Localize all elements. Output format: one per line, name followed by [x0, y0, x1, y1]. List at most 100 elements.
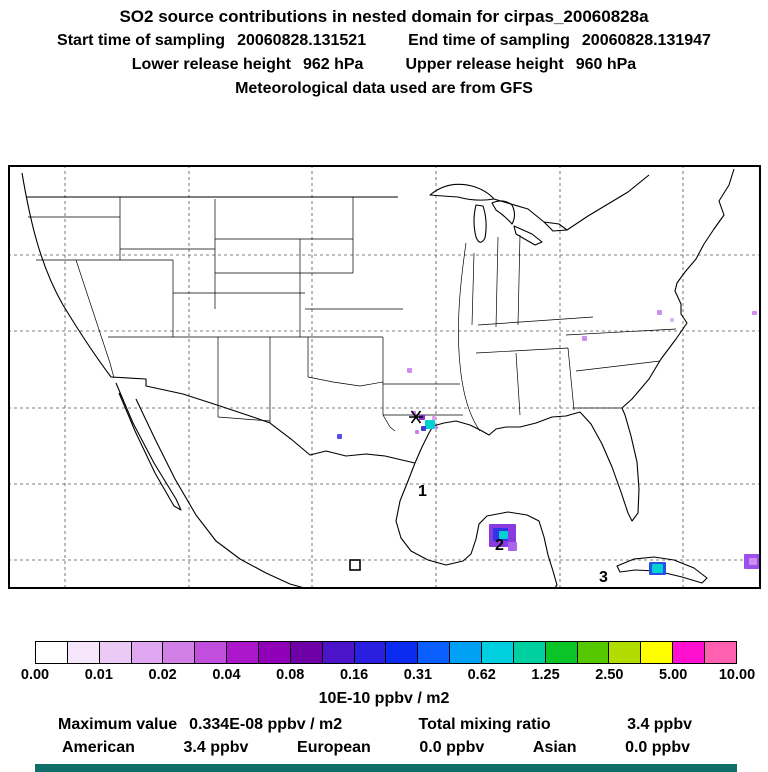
region-name: Asian [532, 739, 577, 756]
concentration-patch [499, 531, 508, 539]
region-name: American [62, 739, 135, 756]
pacific-coastline [21, 172, 112, 378]
canada-border-line [26, 174, 650, 231]
region-value: 3.4 ppbv [183, 739, 249, 756]
total-mixing-ratio-label: Total mixing ratio [418, 716, 551, 733]
map-border-frame [8, 165, 761, 589]
longitude-gridlines [64, 165, 684, 589]
lake-ontario [543, 221, 568, 232]
gulf-coastline [414, 411, 581, 464]
region-value: 0.0 ppbv [625, 739, 690, 756]
concentration-patch [337, 434, 342, 439]
concentration-patch [508, 542, 517, 551]
colorbar-cell [385, 642, 418, 663]
mississippi-river [458, 242, 481, 432]
lake-superior [429, 183, 495, 201]
map-panel: 1 2 3 [8, 165, 761, 589]
baja-california-coast [115, 382, 182, 511]
colorbar-tick-label: 0.00 [20, 667, 50, 683]
figure-header: SO2 source contributions in nested domai… [0, 0, 768, 101]
concentration-patch [670, 318, 674, 322]
colorbar-cell [576, 642, 609, 663]
colorbar-cell [449, 642, 482, 663]
cuba-outline [616, 556, 708, 584]
end-time-label: End time of sampling [408, 32, 570, 49]
colorbar-tick-label: 1.25 [531, 667, 560, 683]
colorbar-cell [321, 642, 354, 663]
lake-erie [513, 225, 543, 246]
atlantic-coastline [621, 168, 735, 409]
colorbar-tick-label: 0.16 [339, 667, 369, 683]
colorbar-tick-label: 0.01 [84, 667, 113, 683]
lake-huron [491, 200, 516, 225]
colorbar-cell [672, 642, 705, 663]
upper-release-label: Upper release height [405, 56, 564, 73]
concentration-patch [752, 311, 757, 315]
concentration-patch [657, 310, 662, 315]
mexico-gulf-yucatan-coast [395, 462, 558, 589]
meteorology-line: Meteorological data used are from GFS [235, 80, 533, 97]
state-borders [28, 197, 677, 432]
colorbar-cell [544, 642, 577, 663]
maximum-value: 0.334E-08 ppbv / m2 [189, 716, 343, 733]
lower-release-label: Lower release height [131, 56, 291, 73]
concentration-patch [749, 558, 757, 565]
sampling-times-line: Start time of sampling 20060828.131521 End… [0, 29, 768, 53]
end-time-value: 20060828.131947 [581, 32, 711, 49]
colorbar-tick-label: 0.08 [276, 667, 305, 683]
rio-grande-border [269, 422, 416, 464]
concentration-patch [421, 426, 426, 431]
colorbar [35, 641, 737, 664]
lake-michigan [473, 204, 487, 243]
concentration-patch [582, 336, 587, 341]
colorbar-tick-label: 2.50 [595, 667, 624, 683]
us-mexico-border [110, 376, 271, 424]
colorbar-tick-label: 0.62 [467, 667, 496, 683]
colorbar-cell [258, 642, 290, 663]
colorbar-tick-label: 5.00 [659, 667, 688, 683]
colorbar-cell [98, 642, 131, 663]
concentration-patch [432, 416, 436, 420]
region-name: European [297, 739, 371, 756]
lower-release-value: 962 hPa [302, 56, 364, 73]
colorbar-cell [289, 642, 322, 663]
colorbar-tick-label: 0.02 [148, 667, 177, 683]
maximum-label: Maximum value [58, 716, 178, 733]
square-marker-icon [349, 559, 361, 571]
upper-release-value: 960 hPa [575, 56, 637, 73]
colorbar-cell [481, 642, 513, 663]
release-heights-line: Lower release height 962 hPa Upper release… [0, 53, 768, 77]
region-value: 0.0 ppbv [419, 739, 485, 756]
colorbar-cell [226, 642, 259, 663]
colorbar-cell [353, 642, 386, 663]
florida-coastline [579, 407, 640, 522]
colorbar-cell [194, 642, 227, 663]
maximum-pair: Maximum value 0.334E-08 ppbv / m2 [58, 716, 342, 734]
region-stats: American 3.4 ppbv European 0.0 ppbv Asian 0.0… [0, 734, 768, 757]
colorbar-cell [417, 642, 450, 663]
colorbar-tick-label: 10.00 [718, 667, 756, 683]
concentration-patches [337, 310, 761, 575]
latitude-gridlines [8, 254, 761, 561]
concentration-patch [407, 368, 412, 373]
max-value-line: Maximum value 0.334E-08 ppbv / m2 Total m… [0, 708, 768, 734]
plume-markers: 1 2 3 [418, 483, 608, 586]
plume-number-label: 1 [418, 483, 427, 500]
colorbar-tick-label: 0.31 [403, 667, 433, 683]
colorbar-ticks: 0.00 0.01 0.02 0.04 0.08 0.16 0.31 0.62 1.25 2.50… [21, 667, 755, 685]
concentration-patch [652, 564, 663, 573]
map-svg: 1 2 3 [8, 165, 761, 589]
figure-title: SO2 source contributions in nested domai… [119, 7, 649, 26]
colorbar-units-caption: 10E-10 ppbv / m2 [318, 690, 450, 707]
concentration-patch [425, 420, 435, 429]
concentration-patch [415, 430, 419, 434]
start-time-value: 20060828.131521 [237, 32, 367, 49]
colorbar-tick-label: 0.04 [212, 667, 241, 683]
release-asterisk-icon [409, 410, 423, 424]
colorbar-cell [512, 642, 545, 663]
colorbar-cell [66, 642, 99, 663]
bottom-colorbar-strip [35, 764, 737, 772]
mexico-west-coast [135, 398, 309, 589]
colorbar-cell [704, 642, 736, 663]
concentration-patch [435, 426, 438, 429]
